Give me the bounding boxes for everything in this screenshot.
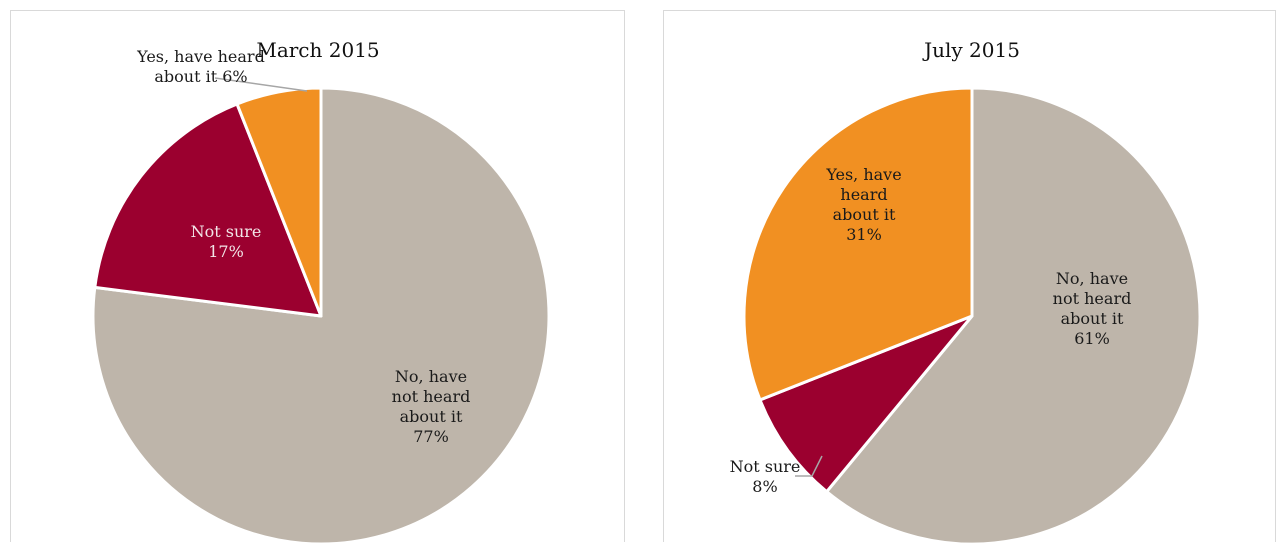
leader-line bbox=[795, 455, 823, 477]
data-label-no: No, have not heard about it 77% bbox=[392, 367, 471, 446]
pie-slice-yes bbox=[235, 86, 323, 318]
leader-line bbox=[214, 77, 308, 92]
chart-panel-march-2015: March 2015 No, have not heard about it 77% N… bbox=[10, 10, 625, 543]
pie-slice-no bbox=[91, 86, 551, 543]
data-label-yes: Yes, have heard about it 31% bbox=[825, 165, 901, 244]
data-label-not-sure: Not sure 17% bbox=[191, 222, 262, 261]
pie-chart-march-2015: March 2015 No, have not heard about it 77% N… bbox=[91, 38, 551, 543]
pie-slice-not-sure bbox=[93, 102, 323, 318]
pie-chart-july-2015: July 2015 No, have not heard about it 61% No… bbox=[730, 38, 1202, 543]
pie-slice-yes bbox=[742, 86, 974, 402]
data-label-yes: Yes, have heard about it 6% bbox=[136, 47, 265, 86]
pie-slices bbox=[742, 86, 1202, 543]
data-label-not-sure: Not sure 8% bbox=[730, 457, 801, 496]
chart-title: July 2015 bbox=[922, 38, 1020, 62]
data-label-no: No, have not heard about it 61% bbox=[1053, 269, 1132, 348]
chart-panel-july-2015: July 2015 No, have not heard about it 61% No… bbox=[663, 10, 1276, 543]
pie-slices bbox=[91, 86, 551, 543]
chart-title: March 2015 bbox=[256, 38, 379, 62]
pie-slice-not-sure bbox=[758, 314, 974, 494]
